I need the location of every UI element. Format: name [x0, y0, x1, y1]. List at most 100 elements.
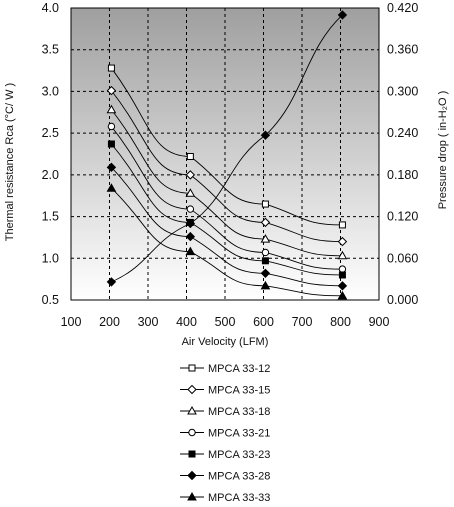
legend-label: MPCA 33-28 — [208, 471, 270, 483]
series-line — [111, 14, 343, 283]
y-tick-label: 0.5 — [42, 293, 59, 307]
data-point — [337, 281, 348, 291]
legend-item: MPCA 33-15 — [180, 385, 270, 397]
series-mpca-33-15 — [106, 85, 348, 247]
y2-tick-label: 0.240 — [387, 126, 418, 140]
data-point — [337, 10, 348, 20]
legend-label: MPCA 33-15 — [208, 385, 270, 397]
gridlines — [71, 8, 379, 300]
data-point — [186, 205, 195, 213]
legend-marker — [188, 428, 196, 437]
series-group — [106, 10, 348, 300]
data-point — [186, 153, 194, 161]
y2-tick-label: 0.000 — [387, 293, 418, 307]
data-point — [261, 200, 269, 208]
data-point — [338, 271, 346, 279]
data-point — [338, 265, 347, 273]
series-line — [111, 187, 343, 297]
legend-item: MPCA 33-23 — [180, 449, 270, 461]
series-pressure-drop — [106, 10, 348, 287]
series-line — [111, 167, 343, 287]
legend-item: MPCA 33-28 — [180, 471, 270, 483]
data-point — [185, 188, 196, 197]
y2-tick-label: 0.360 — [387, 43, 418, 57]
y-tick-labels: 0.5 1.0 1.5 2.0 2.5 3.0 3.5 4.0 — [42, 1, 59, 307]
legend-marker — [187, 470, 197, 481]
y2-tick-label: 0.180 — [387, 168, 418, 182]
series-mpca-33-33 — [106, 183, 348, 300]
data-point — [107, 122, 116, 131]
legend-label: MPCA 33-33 — [208, 492, 270, 504]
data-point — [106, 104, 117, 114]
data-point — [261, 248, 270, 257]
series-mpca-33-28 — [106, 162, 348, 291]
series-line — [111, 67, 343, 226]
legend-item: MPCA 33-12 — [180, 363, 270, 375]
legend-label: MPCA 33-18 — [208, 406, 270, 418]
x-axis-title: Air Velocity (LFM) — [182, 336, 269, 348]
y-tick-label: 1.0 — [42, 251, 59, 265]
y2-tick-label: 0.300 — [387, 84, 418, 98]
data-point — [338, 221, 346, 229]
series-line — [111, 126, 343, 270]
legend-item: MPCA 33-33 — [180, 491, 270, 504]
data-point — [337, 290, 348, 300]
data-point — [260, 217, 271, 228]
y-tick-label: 1.5 — [42, 210, 59, 224]
y-axis-title: Thermal resistance Rca (°C/ W ) — [4, 83, 16, 241]
data-point — [260, 268, 271, 279]
legend-marker — [188, 364, 196, 372]
legend-item: MPCA 33-18 — [180, 405, 270, 418]
data-point — [337, 250, 348, 260]
data-point — [260, 280, 271, 290]
data-point — [106, 162, 117, 173]
data-point — [106, 85, 117, 96]
data-point — [337, 236, 348, 247]
series-mpca-33-21 — [107, 122, 347, 273]
data-point — [107, 140, 115, 148]
x-tick-labels: 100 200 300 400 500 600 700 800 900 — [61, 315, 390, 329]
x-tick-label: 800 — [330, 315, 351, 329]
x-tick-label: 300 — [138, 315, 159, 329]
series-line — [111, 143, 343, 276]
y2-tick-label: 0.420 — [387, 1, 418, 15]
legend-label: MPCA 33-23 — [208, 449, 270, 461]
data-point — [107, 64, 115, 72]
y-tick-label: 2.0 — [42, 168, 59, 182]
series-line — [111, 90, 343, 243]
legend-marker — [187, 491, 197, 501]
x-tick-label: 900 — [369, 315, 390, 329]
x-tick-label: 400 — [176, 315, 197, 329]
data-point — [261, 257, 269, 265]
legend-marker — [187, 405, 197, 415]
legend-label: MPCA 33-21 — [208, 428, 270, 440]
legend-label: MPCA 33-12 — [208, 363, 270, 375]
plot-border — [70, 7, 380, 301]
y2-tick-labels: 0.000 0.060 0.120 0.180 0.240 0.300 0.360 0.420 — [387, 1, 418, 307]
x-tick-label: 600 — [253, 315, 274, 329]
x-tick-label: 500 — [215, 315, 236, 329]
series-line — [111, 109, 343, 257]
data-point — [185, 246, 196, 256]
y2-tick-label: 0.060 — [387, 251, 418, 265]
series-mpca-33-12 — [107, 64, 346, 229]
y2-axis-title: Pressure drop ( in-H₂O ) — [437, 91, 449, 210]
data-point — [260, 130, 271, 140]
legend-marker — [188, 450, 196, 458]
data-point — [260, 234, 271, 243]
y-tick-label: 3.0 — [42, 84, 59, 98]
y-tick-label: 3.5 — [42, 43, 59, 57]
legend-item: MPCA 33-21 — [180, 428, 270, 440]
series-mpca-33-18 — [106, 104, 348, 260]
y-tick-label: 4.0 — [42, 1, 59, 15]
y-tick-label: 2.5 — [42, 126, 59, 140]
data-point — [185, 231, 196, 242]
data-point — [106, 183, 117, 192]
x-tick-label: 200 — [99, 315, 120, 329]
y2-tick-label: 0.120 — [387, 210, 418, 224]
data-point — [106, 277, 117, 287]
legend: MPCA 33-12 MPCA 33-15 MPCA 33-18 MPCA 33-21… — [180, 363, 270, 504]
x-tick-label: 700 — [292, 315, 313, 329]
x-tick-label: 100 — [61, 315, 82, 329]
